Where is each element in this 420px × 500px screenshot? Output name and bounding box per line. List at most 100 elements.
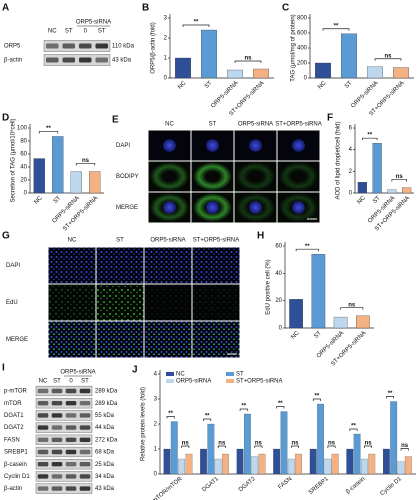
bar — [372, 143, 382, 194]
nucleus — [163, 139, 176, 152]
sig-bracket — [75, 163, 96, 166]
sig-label: ** — [241, 404, 246, 410]
sig-bracket — [166, 416, 175, 419]
nucleus — [206, 201, 219, 214]
sig-bracket — [364, 445, 373, 448]
legend-label: ST — [236, 372, 244, 378]
blot-strip — [35, 434, 93, 445]
bar — [244, 413, 251, 475]
bar — [227, 69, 243, 79]
y-tick-label: 3 — [164, 16, 168, 22]
nucleus — [292, 201, 305, 214]
blot-band — [78, 57, 92, 63]
sig-bracket — [254, 445, 263, 448]
blot-band — [51, 474, 63, 479]
blot-band — [51, 425, 63, 430]
sig-label: ** — [194, 20, 199, 26]
sig-bracket — [327, 445, 336, 448]
y-axis-label: TAG (μmol/mg of protein) — [291, 14, 297, 81]
legend-label: NC — [176, 372, 185, 378]
x-tick-label: SREBP1 — [308, 476, 331, 496]
blot-band — [45, 43, 59, 49]
nucleus — [163, 201, 176, 214]
scale-bar-label: 10 μm — [300, 214, 317, 220]
bar — [280, 411, 288, 475]
blot-band — [78, 43, 92, 49]
sig-label: ** — [351, 424, 356, 430]
sig-bracket — [203, 418, 212, 421]
row-name: ORP5 — [4, 44, 21, 50]
micrograph — [192, 321, 240, 358]
bar — [295, 453, 302, 475]
sig-label: ns — [82, 158, 90, 164]
blot-band — [51, 401, 63, 406]
bar — [317, 403, 324, 475]
sig-bracket — [276, 406, 285, 409]
row-name: FASN — [4, 437, 20, 443]
x-tick-label: β-casein — [345, 476, 366, 495]
sig-bracket — [391, 179, 407, 182]
sig-bracket — [234, 60, 262, 63]
blot-strip — [43, 40, 111, 52]
blot-band — [79, 437, 91, 442]
y-tick-label: 2 — [164, 36, 168, 42]
row-name: β-actin — [4, 58, 22, 64]
blot-strip — [35, 398, 93, 409]
y-tick-label: 0 — [154, 472, 158, 478]
sig-bracket — [340, 307, 364, 310]
blot-band — [37, 388, 49, 394]
y-tick-label: 4 — [349, 147, 353, 153]
blot-band — [79, 462, 91, 467]
blot-band — [95, 57, 109, 63]
sig-bracket — [400, 448, 409, 451]
blot-band — [51, 462, 63, 467]
blot-band — [65, 437, 77, 442]
bar — [207, 423, 215, 475]
x-tick-label: p-mTOR/mTOR — [147, 476, 184, 500]
row-size: 43 kDa — [95, 486, 115, 492]
y-tick-label: 600 — [297, 31, 308, 37]
sig-bracket — [312, 398, 321, 401]
bar — [175, 57, 191, 79]
legend-swatch — [166, 372, 174, 376]
nucleus — [292, 139, 305, 152]
sig-label: ns — [396, 174, 404, 180]
lane-label: ST — [65, 29, 73, 35]
blot-band — [79, 413, 91, 418]
micrograph — [48, 284, 96, 321]
bar — [163, 448, 171, 475]
y-axis-label: EdU positive cell (%) — [266, 259, 272, 314]
lane-label: ST — [81, 379, 89, 385]
bar — [273, 448, 281, 475]
micrograph — [192, 284, 240, 321]
bar — [315, 62, 331, 79]
blot-band — [65, 425, 77, 430]
panel-label: B — [142, 3, 149, 14]
y-tick-label: 1 — [154, 447, 158, 453]
sig-label: ns — [182, 441, 190, 447]
micrograph — [96, 284, 144, 321]
panel-label: G — [2, 231, 10, 242]
micrograph — [48, 247, 96, 284]
bar — [331, 453, 339, 475]
lane-label: ST — [53, 379, 61, 385]
x-tick-label: DGAT1 — [201, 476, 220, 494]
blot-strip — [35, 483, 93, 494]
lipid-stain — [150, 162, 189, 191]
axes — [159, 370, 416, 475]
blot-band — [65, 462, 77, 467]
column-label: ST+ORP5-siRNA — [275, 122, 322, 128]
blot-band — [37, 425, 49, 430]
sig-label: ns — [255, 441, 263, 447]
sig-label: ** — [367, 133, 372, 139]
legend-swatch — [166, 379, 174, 383]
y-tick-label: 20 — [275, 298, 282, 304]
x-tick-label: ST — [204, 80, 214, 90]
x-tick-label: ST+ORP5-siRNA — [62, 195, 99, 232]
blot-band — [37, 449, 49, 455]
micrograph — [96, 247, 144, 284]
row-size: 272 kDa — [95, 437, 118, 443]
panel-label: C — [282, 3, 289, 14]
row-name: mTOR — [4, 401, 22, 407]
